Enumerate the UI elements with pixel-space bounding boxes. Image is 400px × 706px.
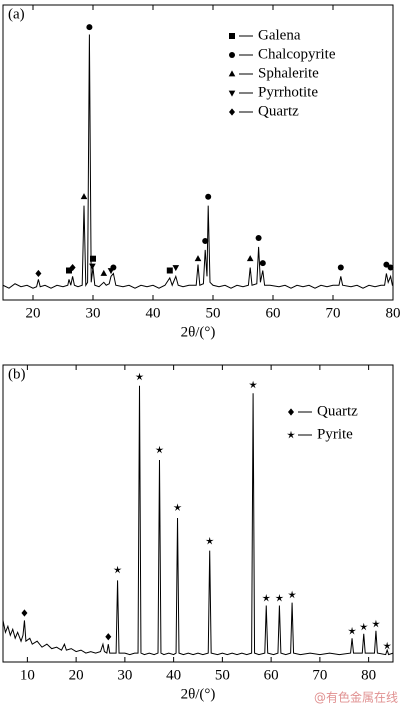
phase-marker bbox=[166, 267, 173, 274]
legend-label: Quartz bbox=[258, 103, 299, 119]
x-tick-label: 80 bbox=[386, 305, 400, 321]
diffraction-profile bbox=[2, 34, 393, 289]
phase-marker bbox=[173, 503, 182, 511]
legend-label: Pyrrhotite bbox=[258, 84, 318, 100]
x-tick-label: 70 bbox=[326, 305, 341, 321]
phase-marker bbox=[359, 622, 368, 631]
phase-marker bbox=[155, 445, 164, 454]
phase-marker bbox=[69, 263, 76, 272]
legend-label: Sphalerite bbox=[258, 65, 319, 81]
phase-marker bbox=[259, 260, 266, 267]
legend-label: Chalcopyrite bbox=[258, 46, 336, 62]
x-tick-label: 10 bbox=[20, 667, 35, 683]
phase-marker bbox=[205, 193, 212, 200]
phase-marker bbox=[89, 263, 96, 270]
phase-marker bbox=[66, 267, 72, 274]
legend-symbol bbox=[229, 108, 235, 116]
legend-symbol bbox=[288, 408, 294, 416]
phase-marker bbox=[337, 264, 344, 271]
panel-label: (b) bbox=[8, 366, 26, 382]
x-tick-label: 60 bbox=[264, 667, 279, 683]
phase-marker bbox=[348, 626, 357, 635]
legend-symbol bbox=[229, 33, 235, 39]
phase-marker bbox=[255, 235, 262, 242]
phase-marker bbox=[202, 238, 209, 244]
phase-marker bbox=[383, 641, 392, 650]
phase-marker bbox=[262, 593, 271, 602]
phase-marker bbox=[383, 261, 390, 268]
legend-symbol bbox=[229, 52, 235, 58]
phase-marker bbox=[100, 269, 108, 276]
phase-marker bbox=[86, 24, 93, 31]
phase-marker bbox=[288, 590, 297, 599]
phase-marker bbox=[113, 565, 122, 574]
x-tick-label: 50 bbox=[206, 305, 221, 321]
phase-marker bbox=[387, 264, 394, 271]
phase-marker bbox=[246, 255, 254, 262]
plot-frame bbox=[2, 4, 394, 301]
legend-symbol bbox=[228, 90, 236, 97]
phase-marker bbox=[249, 380, 258, 389]
watermark: @有色金属在线 bbox=[314, 690, 398, 705]
phase-marker bbox=[172, 265, 180, 272]
phase-marker bbox=[371, 619, 380, 628]
phase-marker bbox=[194, 255, 202, 262]
panel-label: (a) bbox=[8, 6, 25, 22]
legend-label: Pyrite bbox=[317, 426, 353, 442]
x-tick-label: 30 bbox=[86, 305, 101, 321]
phase-marker bbox=[21, 609, 28, 617]
legend-symbol bbox=[287, 430, 295, 439]
phase-marker bbox=[205, 536, 214, 545]
phase-marker bbox=[35, 269, 42, 278]
phase-marker bbox=[135, 372, 144, 381]
x-axis-label: 2θ/(°) bbox=[181, 324, 216, 340]
legend-label: Quartz bbox=[317, 403, 358, 419]
x-tick-label: 80 bbox=[361, 667, 376, 683]
x-tick-label: 50 bbox=[215, 667, 230, 683]
x-tick-label: 40 bbox=[146, 305, 161, 321]
legend-label: Galena bbox=[258, 27, 301, 43]
phase-marker bbox=[90, 255, 96, 262]
x-tick-label: 60 bbox=[266, 305, 281, 321]
phase-marker bbox=[80, 193, 88, 200]
x-tick-label: 20 bbox=[26, 305, 41, 321]
diffraction-profile bbox=[2, 385, 394, 656]
x-tick-label: 30 bbox=[117, 667, 132, 683]
x-tick-label: 70 bbox=[312, 667, 327, 683]
phase-marker bbox=[107, 268, 115, 275]
x-tick-label: 40 bbox=[166, 667, 181, 683]
plot-frame bbox=[2, 364, 394, 663]
x-tick-label: 20 bbox=[69, 667, 84, 683]
phase-marker bbox=[275, 593, 284, 602]
legend-symbol bbox=[228, 70, 236, 77]
phase-marker bbox=[105, 633, 112, 641]
x-axis-label: 2θ/(°) bbox=[181, 686, 216, 702]
